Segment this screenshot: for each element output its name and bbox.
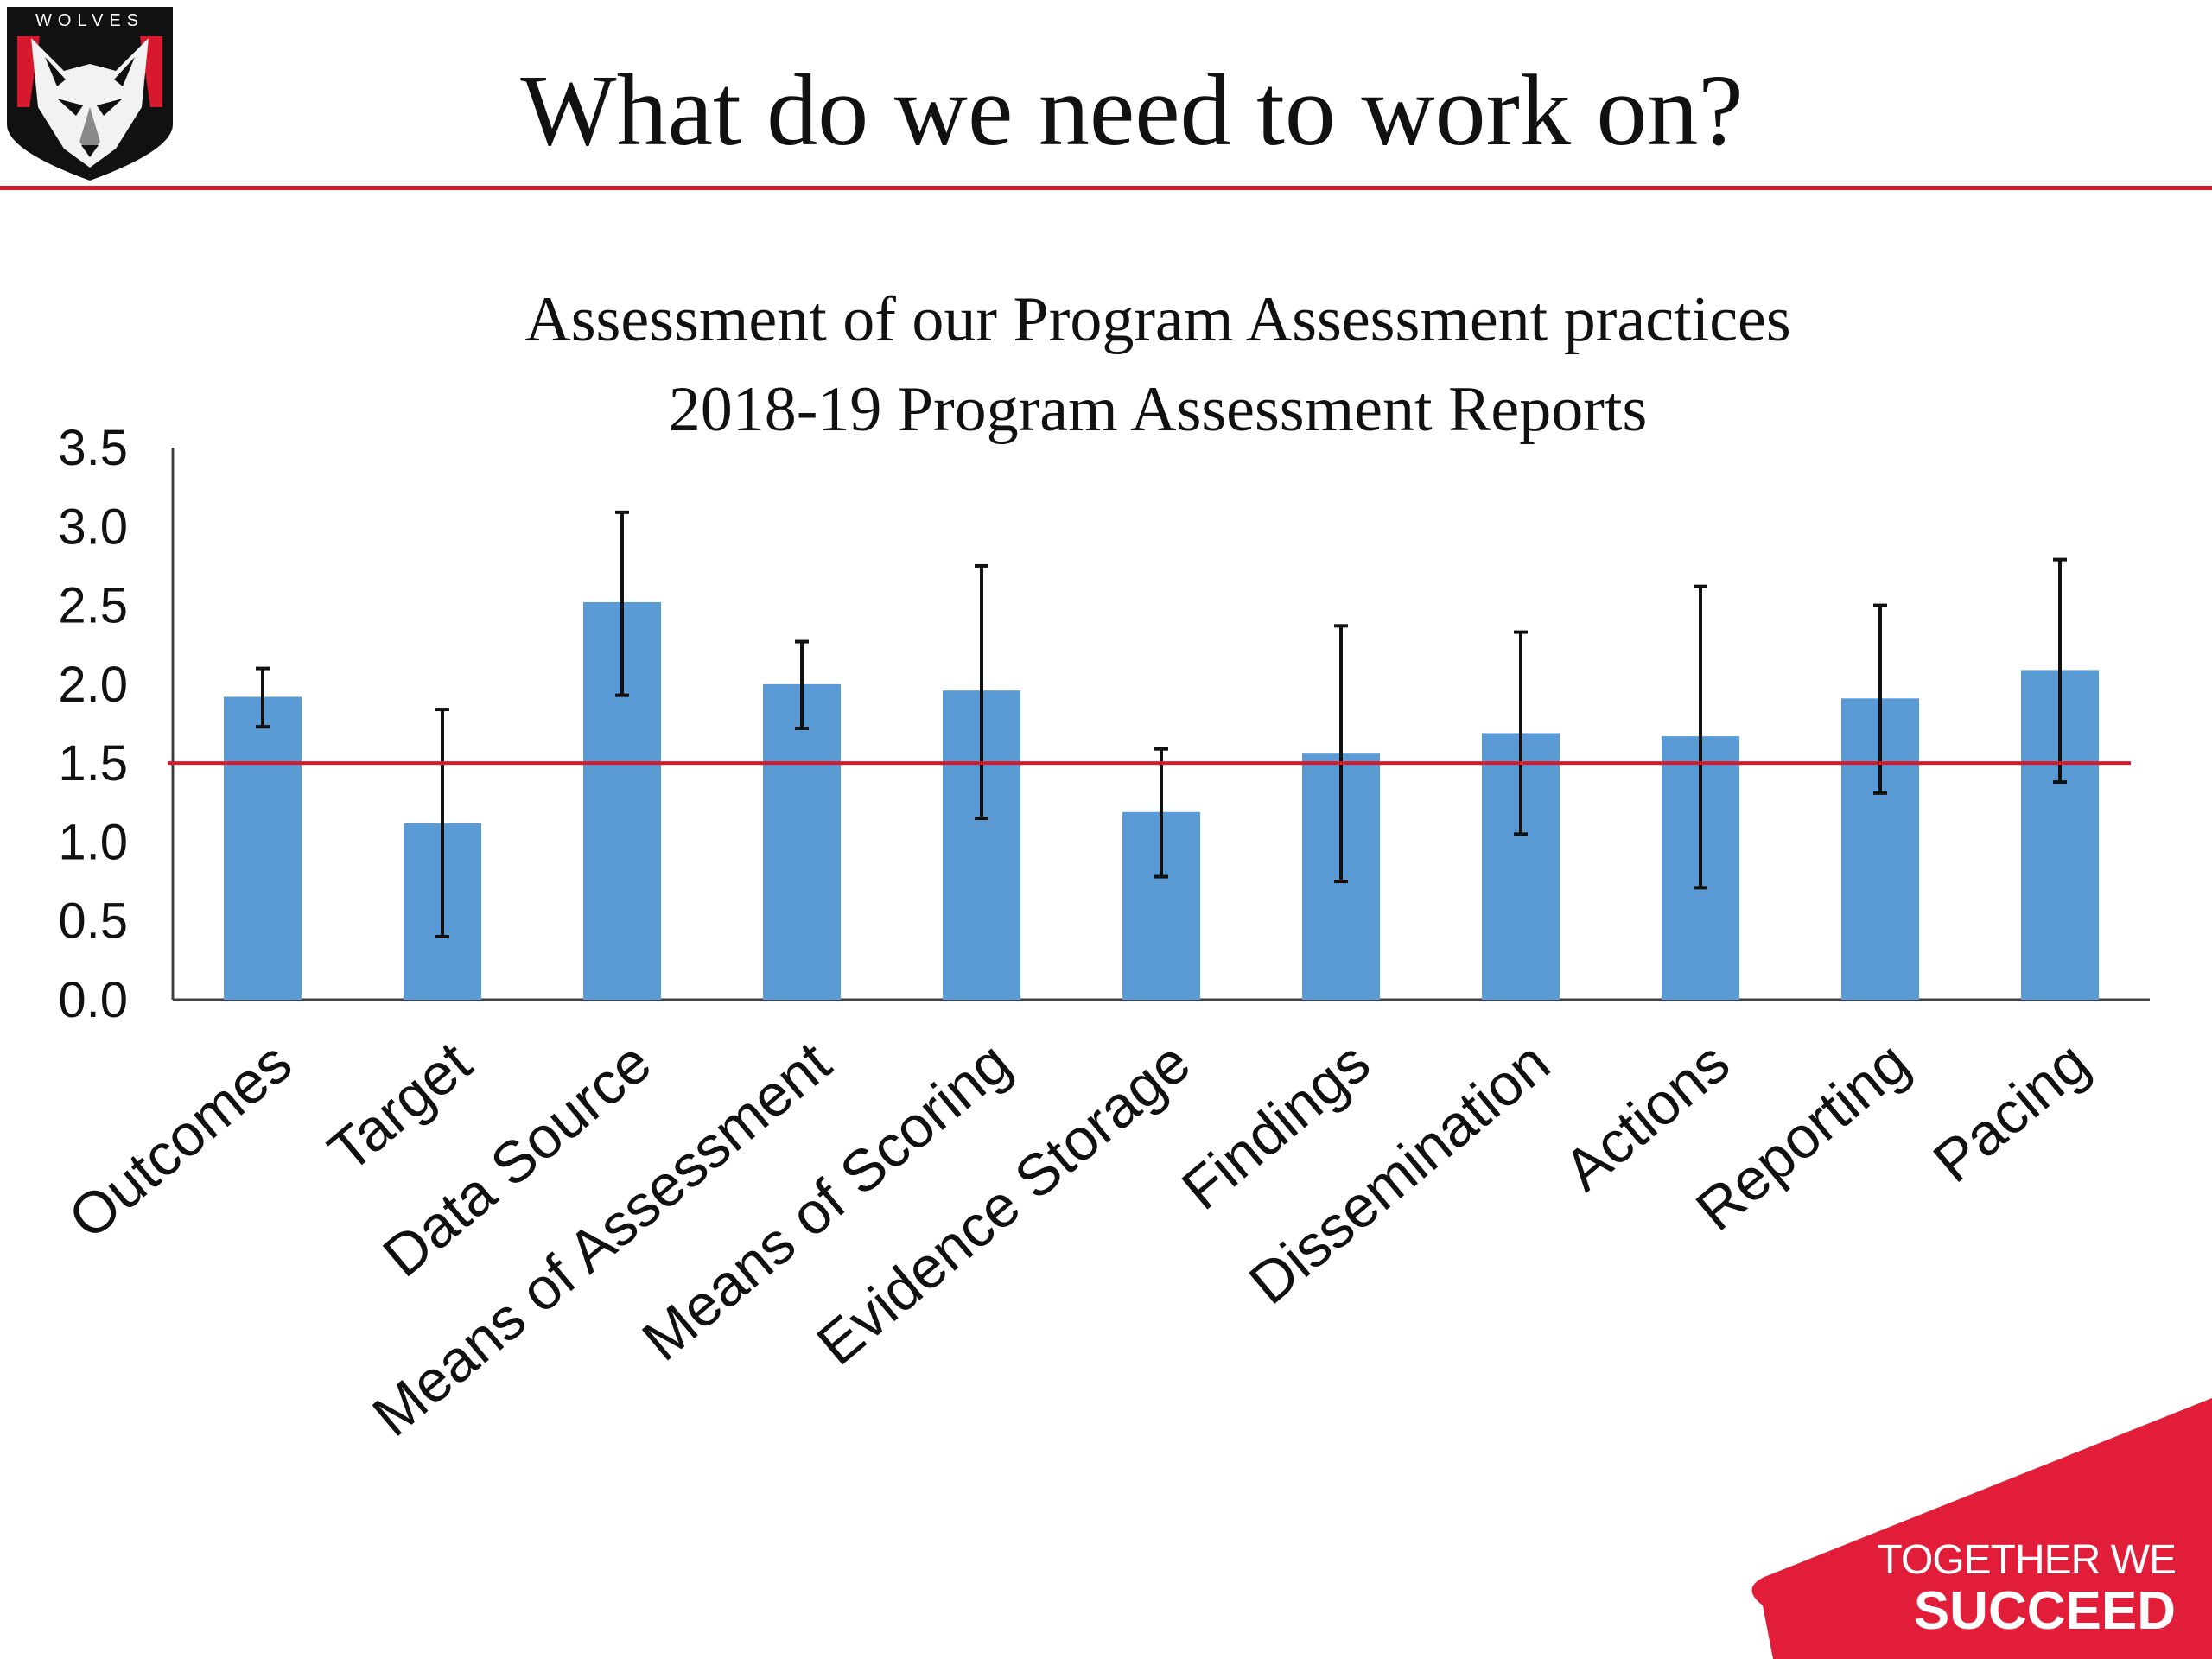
chart-title-line-2: 2018-19 Program Assessment Reports [668,374,1648,445]
bar [224,696,302,1000]
x-tick-label: Dissemination [1237,1029,1562,1317]
x-tick-label: Pacing [1922,1029,2101,1195]
chart-title: Assessment of our Program Assessment pra… [0,275,2212,454]
title-divider [0,186,2212,190]
wolves-logo: WOLVES [7,7,173,181]
y-tick-label: 3.0 [58,499,128,555]
chart-title-line-1: Assessment of our Program Assessment pra… [524,284,1791,355]
x-tick-label: Target [316,1029,484,1185]
y-tick-label: 2.5 [58,578,128,634]
x-tick-label: Outcomes [56,1029,303,1251]
y-tick-label: 3.5 [58,420,128,476]
tagline-line-1: TOGETHER WE [1877,1537,2177,1583]
wolf-head-icon [31,38,149,168]
tagline: TOGETHER WE SUCCEED [1877,1537,2177,1641]
logo-text: WOLVES [35,11,144,30]
y-tick-label: 1.5 [58,735,128,791]
y-tick-label: 2.0 [58,657,128,713]
y-tick-label: 1.0 [58,814,128,870]
slide-title: What do we need to work on? [520,54,1744,167]
y-tick-label: 0.0 [58,972,128,1028]
y-tick-label: 0.5 [58,893,128,950]
bar [763,683,841,1000]
tagline-line-2: SUCCEED [1913,1581,2176,1641]
